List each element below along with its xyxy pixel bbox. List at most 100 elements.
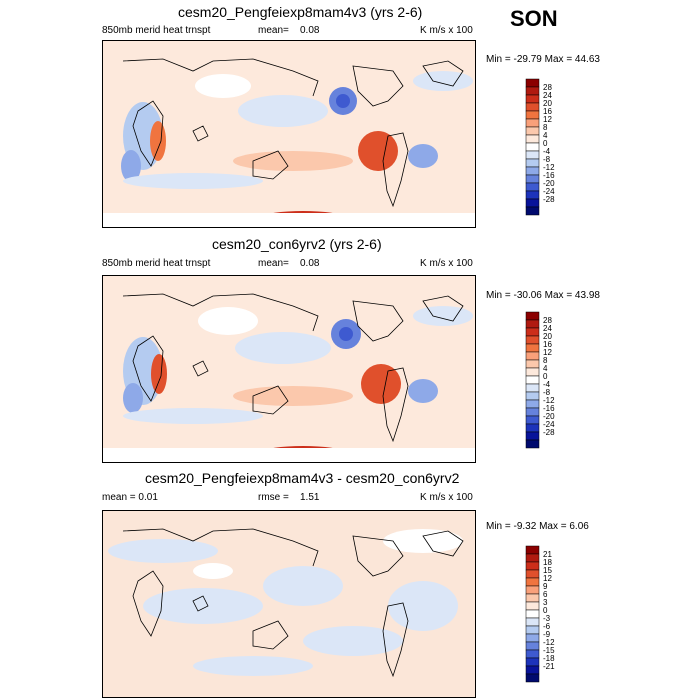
colorbar-label: -21 <box>543 662 555 671</box>
colorbar-label: 12 <box>543 348 552 357</box>
colorbar-box <box>525 206 540 216</box>
colorbar-box <box>525 94 540 104</box>
colorbar-box <box>525 673 540 683</box>
colorbar-label: 6 <box>543 590 548 599</box>
colorbar-label: -16 <box>543 171 555 180</box>
colorbar-box <box>525 617 540 627</box>
colorbar-label: 0 <box>543 139 548 148</box>
colorbar-box <box>525 126 540 136</box>
colorbar-label: -9 <box>543 630 551 639</box>
colorbar-box <box>525 593 540 603</box>
panel-1-title: cesm20_Pengfeiexp8mam4v3 (yrs 2-6) <box>178 4 423 20</box>
colorbar-label: -12 <box>543 163 555 172</box>
colorbar-box <box>525 545 540 555</box>
colorbar-box <box>525 641 540 651</box>
panel-1-units: K m/s x 100 <box>420 25 473 36</box>
panel-1-field <box>103 71 475 227</box>
colorbar-label: 16 <box>543 107 552 116</box>
colorbar-label: 4 <box>543 364 548 373</box>
colorbar-label: -28 <box>543 428 555 437</box>
colorbar-box <box>525 383 540 393</box>
colorbar-label: -3 <box>543 614 551 623</box>
colorbar-box <box>525 439 540 449</box>
colorbar-box <box>525 649 540 659</box>
colorbar-label: -12 <box>543 396 555 405</box>
panel-2-mean-label: mean= <box>258 258 289 269</box>
colorbar-label: -15 <box>543 646 555 655</box>
panel-1-mean-label: mean= <box>258 25 289 36</box>
colorbar-box <box>525 633 540 643</box>
colorbar-box <box>525 431 540 441</box>
colorbar-box <box>525 158 540 168</box>
panel-2-title: cesm20_con6yrv2 (yrs 2-6) <box>212 236 382 252</box>
colorbar-label: -4 <box>543 380 551 389</box>
panel-1-mean-value: 0.08 <box>300 25 320 36</box>
colorbar-label: -24 <box>543 420 555 429</box>
season-label: SON <box>510 6 558 31</box>
panel-3-mean: mean = 0.01 <box>102 492 158 503</box>
colorbar-box <box>525 351 540 361</box>
colorbar-label: 16 <box>543 340 552 349</box>
colorbar-label: 24 <box>543 91 552 100</box>
panel-3-minmax: Min = -9.32 Max = 6.06 <box>486 521 589 532</box>
colorbar-box <box>525 367 540 377</box>
colorbar-box <box>525 359 540 369</box>
panel-2-minmax: Min = -30.06 Max = 43.98 <box>486 290 600 301</box>
colorbar-label: -16 <box>543 404 555 413</box>
panel-3-field <box>108 529 463 676</box>
colorbar-label: -24 <box>543 187 555 196</box>
colorbar-label: -4 <box>543 147 551 156</box>
colorbar-box <box>525 577 540 587</box>
colorbar-box <box>525 102 540 112</box>
colorbar-label: -18 <box>543 654 555 663</box>
panel-1-colorbar: 28 24 20 16 12 8 4 0 -4 -8 -12 -16 -20 -24 -28 <box>524 78 564 227</box>
colorbar-label: 20 <box>543 99 552 108</box>
colorbar-label: 8 <box>543 356 548 365</box>
colorbar-box <box>525 407 540 417</box>
colorbar-box <box>525 343 540 353</box>
colorbar-label: 18 <box>543 558 552 567</box>
colorbar-label: 28 <box>543 316 552 325</box>
colorbar-label: -12 <box>543 638 555 647</box>
colorbar-box <box>525 609 540 619</box>
colorbar-label: -20 <box>543 179 555 188</box>
colorbar-box <box>525 190 540 200</box>
panel-2-map <box>102 275 476 463</box>
colorbar-box <box>525 561 540 571</box>
colorbar-label: 3 <box>543 598 548 607</box>
colorbar-box <box>525 391 540 401</box>
panel-3-title: cesm20_Pengfeiexp8mam4v3 - cesm20_con6yr… <box>145 470 460 486</box>
colorbar-label: 4 <box>543 131 548 140</box>
panel-2-coastlines <box>122 293 464 443</box>
colorbar-label: 8 <box>543 123 548 132</box>
panel-1-minmax: Min = -29.79 Max = 44.63 <box>486 54 600 65</box>
colorbar-box <box>525 198 540 208</box>
colorbar-label: 12 <box>543 574 552 583</box>
colorbar-box <box>525 665 540 675</box>
colorbar-label: 20 <box>543 332 552 341</box>
colorbar-box <box>525 174 540 184</box>
colorbar-box <box>525 585 540 595</box>
colorbar-box <box>525 335 540 345</box>
colorbar-box <box>525 569 540 579</box>
panel-2-field <box>103 306 475 462</box>
panel-3-rmse-value: 1.51 <box>300 492 320 503</box>
panel-2-units: K m/s x 100 <box>420 258 473 269</box>
panel-3-coastlines <box>122 528 464 678</box>
colorbar-box <box>525 78 540 88</box>
colorbar-box <box>525 375 540 385</box>
colorbar-box <box>525 134 540 144</box>
colorbar-label: 0 <box>543 606 548 615</box>
colorbar-box <box>525 327 540 337</box>
colorbar-box <box>525 657 540 667</box>
panel-3-map <box>102 510 476 698</box>
colorbar-label: 0 <box>543 372 548 381</box>
colorbar-label: -28 <box>543 195 555 204</box>
colorbar-box <box>525 415 540 425</box>
colorbar-label: -6 <box>543 622 551 631</box>
colorbar-box <box>525 423 540 433</box>
colorbar-box <box>525 86 540 96</box>
colorbar-box <box>525 182 540 192</box>
colorbar-label: 24 <box>543 324 552 333</box>
colorbar-box <box>525 601 540 611</box>
